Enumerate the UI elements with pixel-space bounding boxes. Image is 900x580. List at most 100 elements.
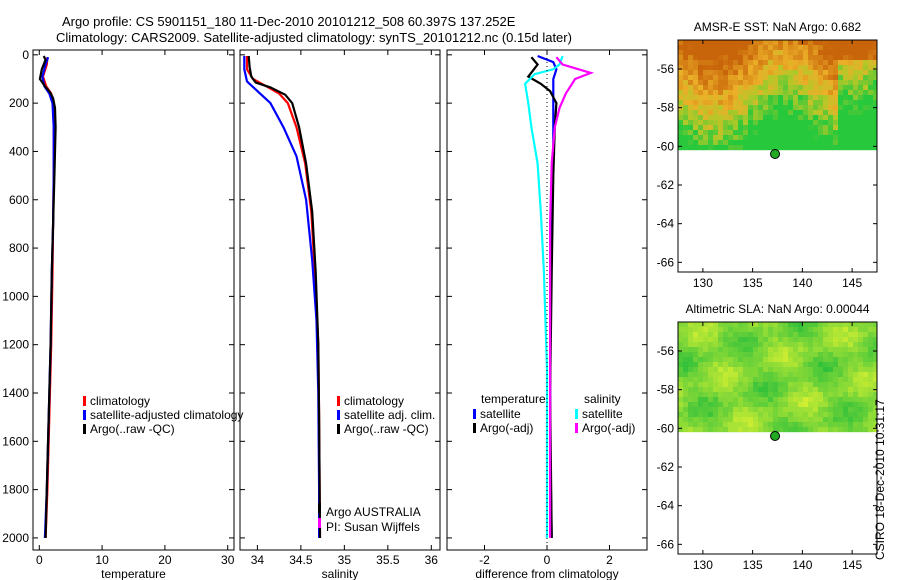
sla_map-cell [833, 322, 838, 327]
sla_map-cell [868, 377, 873, 382]
sla_map-cell [778, 402, 783, 407]
sla_map-cell [693, 357, 698, 362]
sst_map-cell [868, 95, 873, 100]
sla_map-cell [758, 322, 763, 327]
sst_map-cell [703, 100, 708, 105]
sst_map-cell [698, 100, 703, 105]
sla_map-cell [818, 422, 823, 427]
sla_map-cell [828, 352, 833, 357]
sst_map-cell [798, 55, 803, 60]
sla_map-cell [748, 322, 753, 327]
sla_map-cell [788, 327, 793, 332]
sla_map-cell [833, 392, 838, 397]
sst_map-cell [843, 85, 848, 90]
sst_map-cell [738, 65, 743, 70]
sst_map-cell [698, 115, 703, 120]
sla_map-cell [793, 427, 798, 432]
sst_map-cell [728, 85, 733, 90]
sst_map-cell [773, 45, 778, 50]
sst_map-cell [873, 80, 877, 85]
sla_map-cell [683, 402, 688, 407]
sst_map-cell [868, 120, 873, 125]
sla_map-cell [778, 422, 783, 427]
sla_map-cell [728, 422, 733, 427]
sla_map-cell [718, 372, 723, 377]
sla_map-cell [818, 377, 823, 382]
sla_map-cell [688, 407, 693, 412]
sla_map-cell [718, 377, 723, 382]
sst_map-cell [698, 40, 703, 45]
sla_map-cell [688, 372, 693, 377]
sst_map-cell [708, 55, 713, 60]
sst_map-cell [773, 125, 778, 130]
sla_map-cell [718, 417, 723, 422]
sla_map-cell [723, 422, 728, 427]
sla_map-cell [873, 327, 877, 332]
sla_map-cell [763, 382, 768, 387]
sst_map-cell [858, 40, 863, 45]
sla_map-cell [813, 377, 818, 382]
sla_map-cell [708, 342, 713, 347]
sst_map-cell [738, 80, 743, 85]
sla_map-cell [738, 387, 743, 392]
sla_map-cell [688, 347, 693, 352]
sla_map-cell [803, 342, 808, 347]
sst_map-cell [758, 70, 763, 75]
sst_map-cell [773, 70, 778, 75]
sst_map-cell [683, 90, 688, 95]
sla_map-cell [793, 397, 798, 402]
sla_map-cell [813, 427, 818, 432]
sst_map-cell [873, 50, 877, 55]
sla_map-cell [763, 387, 768, 392]
sst_map-cell [763, 95, 768, 100]
sla_map-cell [813, 367, 818, 372]
sla_map-cell [823, 412, 828, 417]
sla_map-cell [813, 392, 818, 397]
sst_map-cell [838, 95, 843, 100]
sla_map-cell [738, 407, 743, 412]
sst_map-cell [688, 70, 693, 75]
sst_map-cell [828, 125, 833, 130]
sst_map-cell [758, 45, 763, 50]
sla_map-cell [683, 352, 688, 357]
sla_map-cell [788, 352, 793, 357]
sst_map-cell [693, 115, 698, 120]
sst_map-cell [858, 90, 863, 95]
sla_map-cell [853, 352, 858, 357]
sla_map-cell [793, 352, 798, 357]
sla_map-cell [678, 422, 683, 427]
sst_map-cell [778, 100, 783, 105]
sst_map-cell [863, 115, 868, 120]
sla_map-cell [868, 357, 873, 362]
sst_map-cell [783, 85, 788, 90]
sla_map-cell [838, 337, 843, 342]
sst_map-cell [728, 75, 733, 80]
sla_map-cell [848, 342, 853, 347]
sla_map-cell [828, 342, 833, 347]
sst_map-cell [763, 145, 768, 150]
sla_map-cell [843, 392, 848, 397]
sst_map-cell [758, 65, 763, 70]
sst_map-cell [783, 135, 788, 140]
sla_map-cell [843, 367, 848, 372]
sla_map-cell [718, 392, 723, 397]
sst_map-cell [863, 40, 868, 45]
sst_map-cell [853, 50, 858, 55]
sla_map-cell [838, 417, 843, 422]
sla_map-cell [798, 387, 803, 392]
sst_map-cell [818, 95, 823, 100]
sst_map-cell [708, 130, 713, 135]
sst_map-cell [808, 60, 813, 65]
sst_map-cell [808, 40, 813, 45]
sst_map-cell [678, 110, 683, 115]
sst_map-cell [773, 95, 778, 100]
sst_map-cell [853, 90, 858, 95]
sla_map-cell [698, 397, 703, 402]
sla_map-cell [713, 402, 718, 407]
sla_map-cell [843, 427, 848, 432]
sla_map-cell [698, 377, 703, 382]
sla_map-cell [758, 352, 763, 357]
sla_map-cell [768, 337, 773, 342]
sst_map-cell [828, 100, 833, 105]
sst_map-cell [723, 120, 728, 125]
